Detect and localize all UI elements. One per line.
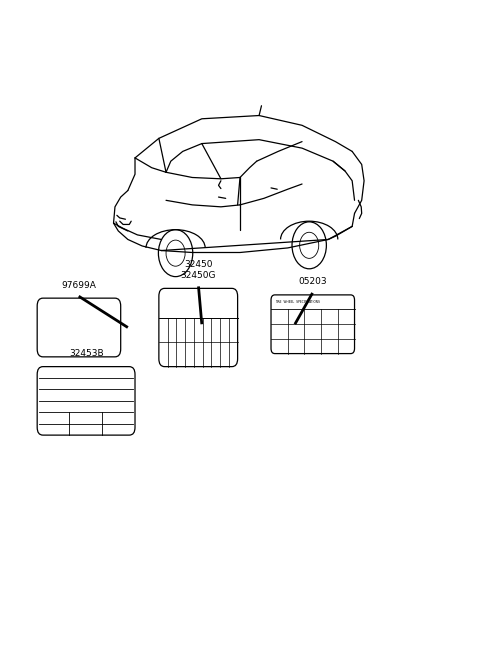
FancyBboxPatch shape xyxy=(271,295,355,354)
Text: TIRE  WHEEL  SPECIFICATIONS: TIRE WHEEL SPECIFICATIONS xyxy=(275,300,320,304)
Text: 32450
32450G: 32450 32450G xyxy=(181,261,216,280)
FancyBboxPatch shape xyxy=(37,298,120,357)
FancyBboxPatch shape xyxy=(159,288,238,367)
Text: 97699A: 97699A xyxy=(61,281,96,290)
Text: 32453B: 32453B xyxy=(69,349,104,358)
Text: 05203: 05203 xyxy=(298,278,327,286)
FancyBboxPatch shape xyxy=(37,367,135,435)
